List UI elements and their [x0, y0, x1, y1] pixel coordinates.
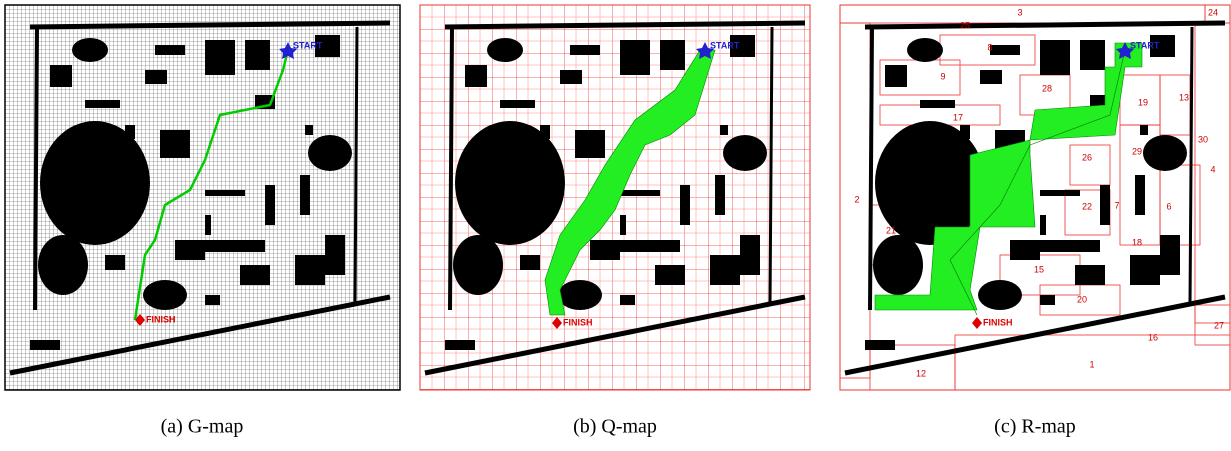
region-label: 2 [854, 194, 859, 204]
start-label: START [710, 40, 740, 50]
region-label: 20 [1077, 294, 1087, 304]
region-label: 4 [1210, 164, 1215, 174]
finish-label: FINISH [146, 314, 176, 324]
region-label: 21 [886, 225, 896, 235]
region-label: 24 [1208, 7, 1218, 17]
panel-c [840, 5, 1230, 390]
region-label: 18 [1132, 237, 1142, 247]
start-label: START [293, 40, 323, 50]
region-label: 6 [1166, 201, 1171, 211]
region-label: 9 [940, 71, 945, 81]
region-label: 22 [1082, 201, 1092, 211]
region-label: 1 [1089, 359, 1094, 369]
caption: (b) Q-map [573, 416, 657, 438]
region-label: 29 [1132, 146, 1142, 156]
region-label: 15 [1034, 264, 1044, 274]
finish-label: FINISH [983, 317, 1013, 327]
region-label: 13 [1179, 92, 1189, 102]
region-label: 8 [987, 42, 992, 52]
region-label: 17 [953, 112, 963, 122]
region-label: 12 [916, 368, 926, 378]
panel-a [5, 5, 400, 390]
region-label: 16 [1148, 332, 1158, 342]
panel-b [420, 5, 810, 390]
caption: (a) G-map [161, 416, 244, 438]
region-label: 30 [1198, 134, 1208, 144]
region-label: 27 [1214, 320, 1224, 330]
caption: (c) R-map [994, 416, 1076, 438]
start-label: START [1130, 40, 1160, 50]
region-label: 7 [1114, 200, 1119, 210]
finish-label: FINISH [563, 317, 593, 327]
region-label: 28 [1042, 83, 1052, 93]
region-label: 19 [1138, 97, 1148, 107]
figure: START FINISH START FINISH START FINISH (… [0, 0, 1231, 446]
region-label: 3 [1017, 7, 1022, 17]
region-label: 25 [960, 20, 970, 30]
region-label: 26 [1082, 152, 1092, 162]
